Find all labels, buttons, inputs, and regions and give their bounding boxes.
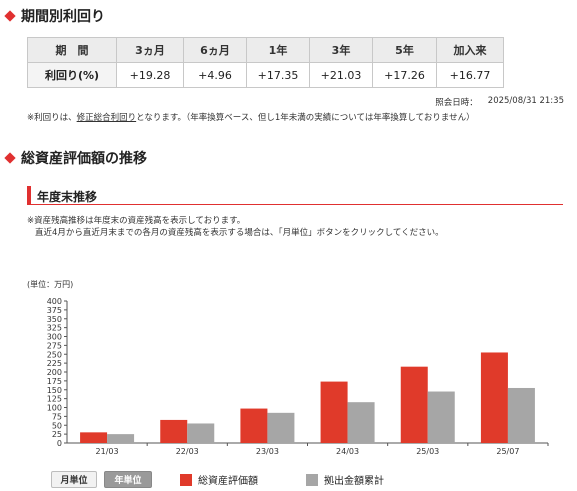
x-tick-label: 25/03 bbox=[416, 447, 439, 456]
section-title-assets: 総資産評価額の推移 bbox=[0, 148, 147, 168]
value-6m: +4.96 bbox=[183, 62, 247, 88]
monthly-button[interactable]: 月単位 bbox=[51, 471, 97, 488]
y-tick-label: 275 bbox=[47, 341, 62, 350]
balance-note-line1: ※資産残高推移は年度末の資産残高を表示しております。 bbox=[27, 216, 246, 226]
asset-bar-chart: 0255075100125150175200225250275300325350… bbox=[47, 297, 549, 456]
legend-item-total-assets: 総資産評価額 bbox=[180, 472, 258, 487]
header-3y: 3年 bbox=[309, 37, 373, 63]
bar-total-assets bbox=[320, 381, 348, 443]
subsection-title: 年度末推移 bbox=[37, 190, 98, 204]
legend-swatch-total-assets bbox=[180, 473, 192, 486]
returns-table: 期 間 3ヵ月 6ヵ月 1年 3年 5年 加入来 利回り(%) +19.28 +… bbox=[27, 37, 504, 88]
value-1y: +17.35 bbox=[246, 62, 310, 88]
legend-swatch-contributions bbox=[306, 473, 318, 486]
header-6m: 6ヵ月 bbox=[183, 37, 247, 63]
y-tick-label: 375 bbox=[47, 306, 62, 315]
subsection-header: 年度末推移 bbox=[27, 186, 563, 205]
section-title-returns: 期間別利回り bbox=[0, 6, 105, 26]
x-tick-label: 22/03 bbox=[176, 447, 199, 456]
y-tick-label: 350 bbox=[47, 315, 62, 324]
y-tick-label: 400 bbox=[47, 297, 62, 306]
y-tick-label: 175 bbox=[47, 377, 62, 386]
bar-contributions bbox=[507, 387, 535, 443]
y-tick-label: 100 bbox=[47, 404, 62, 413]
y-tick-label: 150 bbox=[47, 386, 62, 395]
as-of-datetime: 照会日時： 2025/08/31 21:35 bbox=[435, 96, 564, 108]
bar-total-assets bbox=[160, 419, 188, 443]
bar-contributions bbox=[107, 434, 135, 443]
returns-note-prefix: ※利回りは、 bbox=[27, 113, 77, 123]
legend-label-total-assets: 総資産評価額 bbox=[198, 476, 258, 487]
bar-contributions bbox=[187, 423, 215, 443]
value-since-join: +16.77 bbox=[436, 62, 504, 88]
header-5y: 5年 bbox=[372, 37, 437, 63]
as-of-value: 2025/08/31 21:35 bbox=[487, 96, 564, 106]
header-3m: 3ヵ月 bbox=[116, 37, 184, 63]
returns-value-row: 利回り(%) +19.28 +4.96 +17.35 +21.03 +17.26… bbox=[27, 62, 504, 88]
x-tick-label: 24/03 bbox=[336, 447, 359, 456]
y-tick-label: 200 bbox=[47, 368, 62, 377]
x-tick-label: 23/03 bbox=[256, 447, 279, 456]
header-since-join: 加入来 bbox=[436, 37, 504, 63]
header-period: 期 間 bbox=[27, 37, 117, 63]
diamond-bullet-icon bbox=[4, 10, 16, 22]
legend-label-contributions: 拠出金額累計 bbox=[324, 476, 384, 487]
yearly-button[interactable]: 年単位 bbox=[104, 471, 152, 488]
modified-return-link[interactable]: 修正総合利回り bbox=[76, 113, 137, 123]
returns-note-suffix: となります。（年率換算ベース、但し1年未満の実績については年率換算しておりません… bbox=[136, 113, 475, 123]
bar-contributions bbox=[427, 391, 455, 443]
y-tick-label: 125 bbox=[47, 395, 62, 404]
bar-total-assets bbox=[80, 432, 108, 443]
balance-note-line2: 直近4月から直近月末までの各月の資産残高を表示する場合は、「月単位」ボタンをクリ… bbox=[35, 228, 444, 238]
value-3y: +21.03 bbox=[309, 62, 373, 88]
section-title-assets-text: 総資産評価額の推移 bbox=[21, 151, 147, 167]
value-3m: +19.28 bbox=[116, 62, 184, 88]
value-5y: +17.26 bbox=[372, 62, 437, 88]
as-of-label: 照会日時： bbox=[435, 98, 478, 108]
bar-contributions bbox=[267, 412, 295, 443]
bar-total-assets bbox=[400, 366, 428, 443]
bar-total-assets bbox=[240, 408, 268, 443]
y-tick-label: 325 bbox=[47, 324, 62, 333]
diamond-bullet-icon bbox=[4, 152, 16, 164]
y-tick-label: 300 bbox=[47, 333, 62, 342]
legend-item-contributions: 拠出金額累計 bbox=[306, 472, 384, 487]
y-tick-label: 250 bbox=[47, 350, 62, 359]
returns-header-row: 期 間 3ヵ月 6ヵ月 1年 3年 5年 加入来 bbox=[27, 37, 504, 63]
row-label-yield: 利回り(%) bbox=[27, 62, 117, 88]
y-tick-label: 25 bbox=[52, 430, 62, 439]
y-tick-label: 225 bbox=[47, 359, 62, 368]
x-tick-label: 25/07 bbox=[496, 447, 519, 456]
balance-note: ※資産残高推移は年度末の資産残高を表示しております。 直近4月から直近月末までの… bbox=[27, 215, 444, 239]
bar-contributions bbox=[347, 402, 375, 443]
section-title-returns-text: 期間別利回り bbox=[21, 9, 105, 25]
y-tick-label: 50 bbox=[52, 421, 62, 430]
chart-unit-label: (単位：万円) bbox=[27, 280, 74, 289]
bar-total-assets bbox=[480, 352, 508, 443]
y-tick-label: 75 bbox=[52, 412, 62, 421]
x-tick-label: 21/03 bbox=[96, 447, 119, 456]
header-1y: 1年 bbox=[246, 37, 310, 63]
returns-note: ※利回りは、修正総合利回りとなります。（年率換算ベース、但し1年未満の実績につい… bbox=[27, 111, 475, 123]
y-tick-label: 0 bbox=[57, 439, 62, 448]
